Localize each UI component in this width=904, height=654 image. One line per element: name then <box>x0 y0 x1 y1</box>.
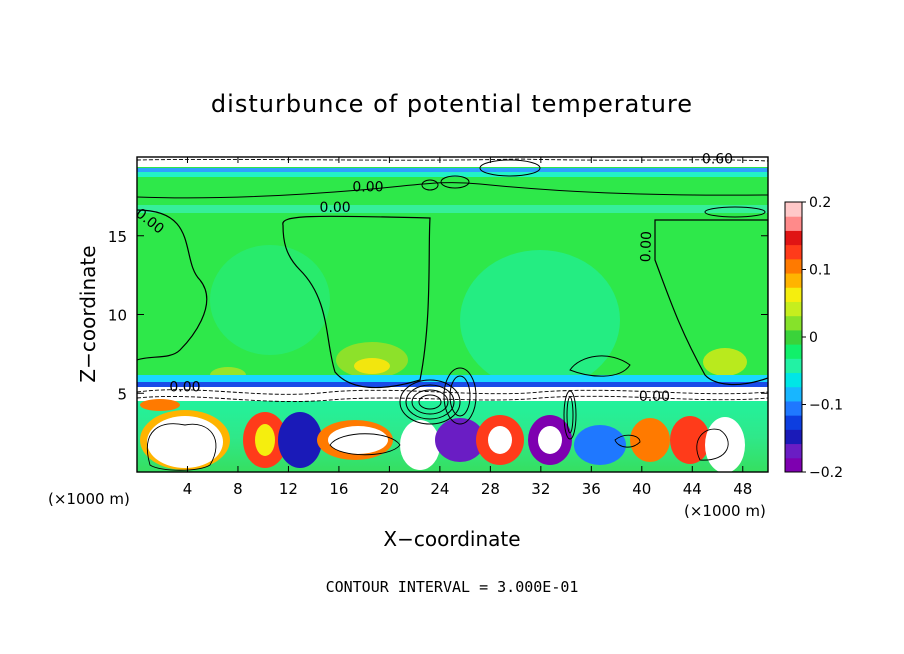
x-tick-label: 8 <box>233 480 243 498</box>
colorbar: 0.2 0.1 0 −0.1 −0.2 <box>784 195 843 481</box>
colorbar-swatch <box>785 216 802 231</box>
colorbar-swatch <box>785 258 802 274</box>
colorbar-swatch <box>785 287 802 302</box>
y-axis: 5 10 15 <box>108 228 768 403</box>
field-band <box>137 387 768 401</box>
field-region <box>574 425 626 465</box>
contour-label: 0.00 <box>639 389 670 405</box>
field-region <box>140 399 180 411</box>
contour-cluster <box>137 158 768 402</box>
colorbar-swatch <box>785 400 802 416</box>
field-region <box>705 417 745 472</box>
x-axis-unit-right: (×1000 m) <box>684 502 766 520</box>
colorbar-swatch <box>785 415 802 430</box>
field-band <box>137 168 768 172</box>
colorbar-swatch <box>785 230 802 246</box>
x-tick-label: 44 <box>683 480 702 498</box>
colorbar-swatch <box>785 301 802 317</box>
field-region <box>703 348 747 376</box>
x-axis-unit-left: (×1000 m) <box>48 490 130 508</box>
field-band <box>137 205 768 213</box>
x-axis-label: X−coordinate <box>383 527 520 551</box>
x-tick-label: 12 <box>279 480 298 498</box>
colorbar-swatch <box>785 344 802 359</box>
x-tick-label: 40 <box>632 480 651 498</box>
contour-line <box>137 182 768 199</box>
field-region <box>488 426 512 454</box>
colorbar-swatch <box>785 429 802 445</box>
colorbar-swatch <box>785 358 802 374</box>
field-region <box>435 418 485 462</box>
contour-line <box>137 209 208 361</box>
field-region <box>354 358 390 374</box>
field-region <box>670 416 710 464</box>
y-tick-label: 5 <box>117 385 127 403</box>
field-region <box>630 418 670 462</box>
contour-label: 0.60 <box>702 151 733 167</box>
field-band <box>137 157 768 167</box>
colorbar-swatch <box>785 457 802 473</box>
chart-title: disturbunce of potential temperature <box>211 90 693 118</box>
contour-line <box>654 219 768 386</box>
contour-label: 0.00 <box>352 180 383 196</box>
contour-line <box>282 215 431 389</box>
colorbar-tick-label: −0.2 <box>809 465 843 481</box>
field-region <box>400 420 440 470</box>
field-region <box>460 250 620 390</box>
field-band <box>137 375 768 382</box>
colorbar-swatch <box>785 443 802 459</box>
field-region <box>328 426 388 454</box>
field-band <box>137 172 768 177</box>
contour-label: 0.00 <box>169 380 200 396</box>
x-tick-label: 4 <box>183 480 193 498</box>
field-region <box>147 416 223 468</box>
contour-label: 0.00 <box>638 231 655 263</box>
x-tick-label: 36 <box>582 480 601 498</box>
colorbar-swatch <box>785 329 802 345</box>
colorbar-swatch <box>785 202 802 217</box>
colorbar-tick-label: 0.1 <box>809 263 831 279</box>
plot-area <box>137 157 768 472</box>
colorbar-tick-label: 0.2 <box>809 195 831 211</box>
field-band <box>137 382 768 387</box>
colorbar-swatch <box>785 315 802 331</box>
x-tick-label: 32 <box>531 480 550 498</box>
x-tick-label: 20 <box>380 480 399 498</box>
colorbar-swatch <box>785 386 802 402</box>
x-tick-label: 16 <box>329 480 348 498</box>
colorbar-tick-label: −0.1 <box>809 398 843 414</box>
x-tick-label: 24 <box>430 480 449 498</box>
y-tick-label: 15 <box>108 228 127 246</box>
field-region <box>538 426 562 454</box>
contour-interval-note: CONTOUR INTERVAL = 3.000E-01 <box>326 578 579 596</box>
colorbar-swatch <box>785 273 802 288</box>
x-tick-label: 48 <box>733 480 752 498</box>
x-tick-label: 28 <box>481 480 500 498</box>
field-region <box>210 245 330 355</box>
y-tick-label: 10 <box>108 307 127 325</box>
contour-label: 0.00 <box>320 200 351 216</box>
field-region <box>278 412 322 468</box>
contour-line <box>569 355 631 377</box>
y-axis-label: Z−coordinate <box>76 245 100 382</box>
field-region <box>255 424 275 456</box>
colorbar-swatch <box>785 372 802 388</box>
colorbar-swatch <box>785 244 802 260</box>
contour-cluster <box>399 159 766 440</box>
contour-cluster <box>146 423 729 471</box>
colorbar-tick-label: 0 <box>809 330 818 346</box>
x-axis: 4 8 12 16 20 24 28 32 36 40 44 48 <box>183 157 752 498</box>
